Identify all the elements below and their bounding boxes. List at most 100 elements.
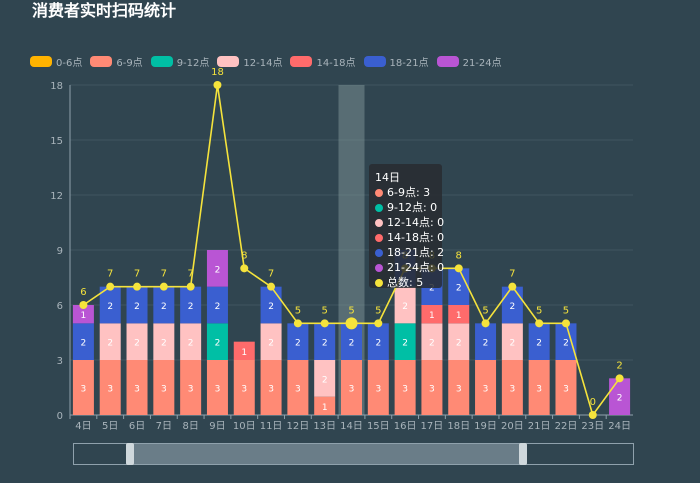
bar-segment [475, 360, 497, 415]
bar-segment [314, 360, 336, 397]
datazoom-left-handle[interactable] [126, 443, 134, 465]
bar-data-label: 2 [509, 339, 515, 349]
bar-data-label: 3 [402, 385, 408, 395]
bar-data-label: 3 [349, 385, 355, 395]
bar-segment [126, 286, 148, 324]
total-data-label: 5 [563, 305, 569, 316]
total-data-label: 0 [590, 397, 596, 408]
total-point [374, 319, 383, 328]
x-tick-label: 18日 [447, 421, 470, 432]
total-data-label: 18 [211, 67, 224, 78]
bar-segment [421, 323, 443, 360]
y-tick-label: 6 [57, 301, 63, 312]
tooltip-label: 14-18点: 0 [387, 231, 445, 244]
legend-item[interactable]: 6-9点 [90, 54, 143, 69]
total-point [481, 319, 490, 328]
bar-data-label: 3 [375, 385, 381, 395]
bar-segment [501, 360, 523, 415]
tooltip-row: 6-9点: 3 [375, 185, 436, 200]
tooltip-title: 14日 [375, 171, 400, 184]
y-tick-label: 9 [57, 246, 63, 257]
y-tick-label: 12 [50, 191, 63, 202]
bar-data-label: 2 [107, 339, 113, 349]
bar-data-label: 2 [375, 339, 381, 349]
y-tick-label: 3 [57, 356, 63, 367]
x-tick-label: 24日 [608, 421, 631, 432]
datazoom-slider[interactable] [73, 443, 634, 465]
x-tick-label: 19日 [474, 421, 497, 432]
x-tick-label: 15日 [367, 421, 390, 432]
bar-segment [501, 323, 523, 360]
legend-label: 18-21点 [389, 57, 429, 69]
bar-segment [180, 286, 202, 324]
bar-data-label: 1 [322, 403, 328, 413]
y-tick-label: 15 [50, 136, 63, 147]
bar-segment [153, 286, 175, 324]
legend-label: 21-24点 [462, 57, 502, 69]
legend-item[interactable]: 21-24点 [436, 54, 502, 69]
bar-data-label: 3 [215, 385, 221, 395]
tooltip-dot [375, 263, 383, 272]
bar-segment [287, 323, 309, 360]
x-tick-label: 11日 [260, 421, 283, 432]
tooltip: 14日 6-9点: 3 9-12点: 0 12-14点: 0 14-18点: 0 18-… [369, 164, 445, 289]
bar-segment [341, 360, 362, 415]
bar-data-label: 2 [215, 302, 221, 312]
x-tick-label: 14日 [340, 421, 363, 432]
bar-segment [314, 323, 336, 360]
bar-segment [528, 323, 550, 360]
bar-data-label: 2 [563, 339, 569, 349]
total-point [508, 282, 517, 291]
bar-data-label: 1 [241, 348, 247, 358]
total-point [454, 264, 463, 273]
x-tick-label: 21日 [528, 421, 551, 432]
total-data-label: 6 [80, 287, 86, 298]
bar-segment [126, 360, 148, 415]
legend-item[interactable]: 14-18点 [290, 54, 356, 69]
total-point [240, 264, 249, 273]
bar-segment [180, 323, 202, 360]
bar-segment [206, 286, 228, 324]
total-point [106, 282, 115, 291]
total-data-label: 7 [268, 269, 274, 280]
bar-segment [260, 286, 282, 324]
tooltip-dot [375, 233, 383, 242]
legend-item[interactable]: 12-14点 [217, 54, 282, 69]
datazoom-range[interactable] [130, 444, 523, 464]
bar-segment [260, 360, 282, 415]
total-point [588, 411, 597, 419]
bar-segment [153, 323, 175, 360]
total-data-label: 5 [536, 305, 542, 316]
total-data-label: 7 [107, 269, 113, 280]
x-tick-label: 7日 [156, 421, 172, 432]
bar-segment [180, 360, 202, 415]
bar-data-label: 1 [429, 311, 435, 321]
tooltip-label: 12-14点: 0 [387, 216, 445, 229]
bar-data-label: 3 [268, 385, 274, 395]
bar-data-label: 2 [617, 394, 623, 404]
legend-item[interactable]: 9-12点 [150, 54, 209, 69]
bar-data-label: 3 [107, 385, 113, 395]
legend-item[interactable]: 18-21点 [363, 54, 429, 69]
bar-segment [421, 305, 443, 324]
bar-data-label: 2 [107, 302, 113, 312]
x-tick-label: 5日 [102, 421, 118, 432]
bar-data-label: 3 [81, 385, 87, 395]
legend-item[interactable]: 0-6点 [30, 54, 82, 69]
total-data-label: 5 [295, 305, 301, 316]
tooltip-dot [375, 218, 383, 227]
bar-segment [206, 323, 228, 360]
bar-data-label: 3 [563, 385, 569, 395]
datazoom-right-handle[interactable] [519, 443, 527, 465]
legend-swatch [363, 55, 386, 67]
legend-swatch [150, 55, 173, 67]
tooltip-label: 9-12点: 0 [387, 201, 438, 214]
bar-segment [314, 396, 336, 415]
legend-swatch [290, 55, 313, 67]
bar-data-label: 2 [295, 339, 301, 349]
bar-segment [475, 323, 497, 360]
bar-data-label: 2 [215, 265, 221, 275]
bar-data-label: 2 [322, 339, 328, 349]
x-tick-label: 20日 [501, 421, 524, 432]
